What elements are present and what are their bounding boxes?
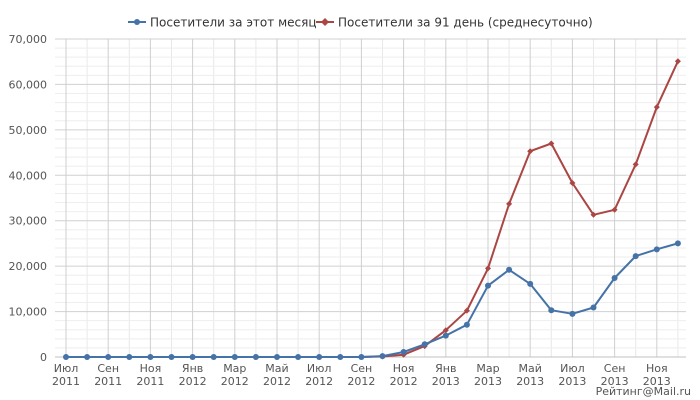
data-point-monthly[interactable] — [653, 246, 660, 253]
data-point-91day[interactable] — [653, 104, 660, 111]
data-point-91day[interactable] — [463, 307, 470, 314]
x-axis: Июл2011Сен2011Ноя2011Янв2012Мар2012Май20… — [52, 356, 686, 388]
data-point-monthly[interactable] — [590, 304, 597, 311]
x-tick-label-year: 2011 — [94, 375, 122, 388]
data-point-monthly[interactable] — [105, 354, 112, 360]
data-point-monthly[interactable] — [189, 354, 196, 360]
data-point-91day[interactable] — [674, 58, 681, 65]
x-tick-label-year: 2013 — [558, 375, 586, 388]
data-point-monthly[interactable] — [231, 354, 238, 360]
data-point-monthly[interactable] — [548, 307, 555, 314]
data-point-monthly[interactable] — [84, 354, 91, 360]
data-point-monthly[interactable] — [674, 240, 681, 247]
data-point-91day[interactable] — [527, 148, 534, 155]
series-line-monthly — [66, 242, 679, 358]
y-tick-label: 60,000 — [9, 78, 48, 91]
x-tick-label-year: 2011 — [52, 375, 80, 388]
x-tick-label-month: Июл — [560, 362, 585, 375]
y-tick-label: 70,000 — [9, 33, 48, 46]
data-point-monthly[interactable] — [316, 354, 323, 360]
data-point-monthly[interactable] — [463, 321, 470, 328]
x-tick-label-month: Мар — [476, 362, 499, 375]
data-point-monthly[interactable] — [485, 282, 491, 289]
data-point-monthly[interactable] — [379, 353, 386, 360]
x-tick-label-year: 2013 — [601, 375, 629, 388]
data-point-monthly[interactable] — [632, 253, 639, 260]
x-tick-label-month: Ноя — [646, 362, 668, 375]
data-point-monthly[interactable] — [527, 280, 534, 287]
y-tick-label: 10,000 — [9, 306, 48, 319]
data-point-monthly[interactable] — [63, 354, 69, 360]
data-point-monthly[interactable] — [400, 349, 407, 356]
data-point-monthly[interactable] — [442, 332, 449, 339]
x-tick-label-month: Июл — [54, 362, 79, 375]
x-tick-label-month: Янв — [182, 362, 203, 375]
data-point-91day[interactable] — [632, 161, 639, 168]
series-line-91day — [66, 60, 679, 358]
data-point-91day[interactable] — [442, 327, 449, 334]
legend-marker-monthly — [134, 19, 140, 25]
data-point-monthly[interactable] — [252, 354, 259, 360]
x-tick-label-month: Май — [519, 362, 542, 375]
series-layer — [63, 58, 681, 360]
data-point-monthly[interactable] — [295, 354, 302, 360]
data-point-monthly[interactable] — [421, 341, 428, 348]
x-tick-label-year: 2011 — [136, 375, 164, 388]
x-tick-label-month: Май — [265, 362, 288, 375]
data-point-91day[interactable] — [569, 180, 576, 187]
x-tick-label-year: 2013 — [474, 375, 502, 388]
data-point-monthly[interactable] — [147, 354, 154, 360]
x-tick-label-month: Ноя — [393, 362, 415, 375]
x-tick-label-month: Янв — [435, 362, 456, 375]
x-tick-label-month: Июл — [307, 362, 332, 375]
x-tick-label-month: Сен — [351, 362, 373, 375]
x-tick-label-year: 2013 — [643, 375, 671, 388]
x-tick-label-year: 2012 — [347, 375, 375, 388]
data-point-91day[interactable] — [611, 206, 618, 213]
data-point-91day[interactable] — [590, 211, 597, 218]
legend: Посетители за этот месяц Посетители за 9… — [128, 16, 593, 30]
x-tick-label-year: 2012 — [179, 375, 207, 388]
y-axis: 0 10,000 20,000 30,000 40,000 50,000 60,000 70,… — [9, 33, 48, 364]
data-point-monthly[interactable] — [210, 354, 217, 360]
x-tick-label-year: 2012 — [221, 375, 249, 388]
data-point-91day[interactable] — [548, 140, 555, 147]
data-point-91day[interactable] — [506, 200, 513, 207]
legend-item-monthly[interactable]: Посетители за этот месяц — [128, 16, 316, 30]
x-tick-label-month: Мар — [223, 362, 246, 375]
x-tick-label-year: 2012 — [390, 375, 418, 388]
legend-label-91day: Посетители за 91 день (среднесуточно) — [338, 16, 593, 30]
y-tick-label: 30,000 — [9, 215, 48, 228]
data-point-monthly[interactable] — [569, 310, 576, 317]
y-tick-label: 40,000 — [9, 169, 48, 182]
y-tick-label: 50,000 — [9, 124, 48, 137]
x-tick-label-year: 2013 — [516, 375, 544, 388]
x-tick-label-month: Сен — [604, 362, 626, 375]
data-point-monthly[interactable] — [126, 354, 133, 360]
x-tick-label-month: Ноя — [140, 362, 162, 375]
data-point-monthly[interactable] — [358, 354, 365, 360]
x-tick-label-month: Сен — [97, 362, 119, 375]
data-point-monthly[interactable] — [611, 274, 618, 281]
legend-label-monthly: Посетители за этот месяц — [150, 16, 316, 30]
legend-item-91day[interactable]: Посетители за 91 день (среднесуточно) — [316, 16, 593, 30]
data-point-monthly[interactable] — [168, 354, 175, 360]
data-point-monthly[interactable] — [337, 354, 344, 360]
x-tick-label-year: 2012 — [305, 375, 333, 388]
y-tick-label: 20,000 — [9, 260, 48, 273]
data-point-91day[interactable] — [485, 265, 491, 272]
x-tick-label-year: 2013 — [432, 375, 460, 388]
x-tick-label-year: 2012 — [263, 375, 291, 388]
data-point-monthly[interactable] — [274, 354, 280, 360]
data-point-monthly[interactable] — [506, 266, 513, 273]
y-tick-label: 0 — [40, 351, 47, 364]
watermark-text: Рейтинг@Mail.ru — [596, 385, 691, 398]
legend-marker-91day — [321, 18, 329, 26]
